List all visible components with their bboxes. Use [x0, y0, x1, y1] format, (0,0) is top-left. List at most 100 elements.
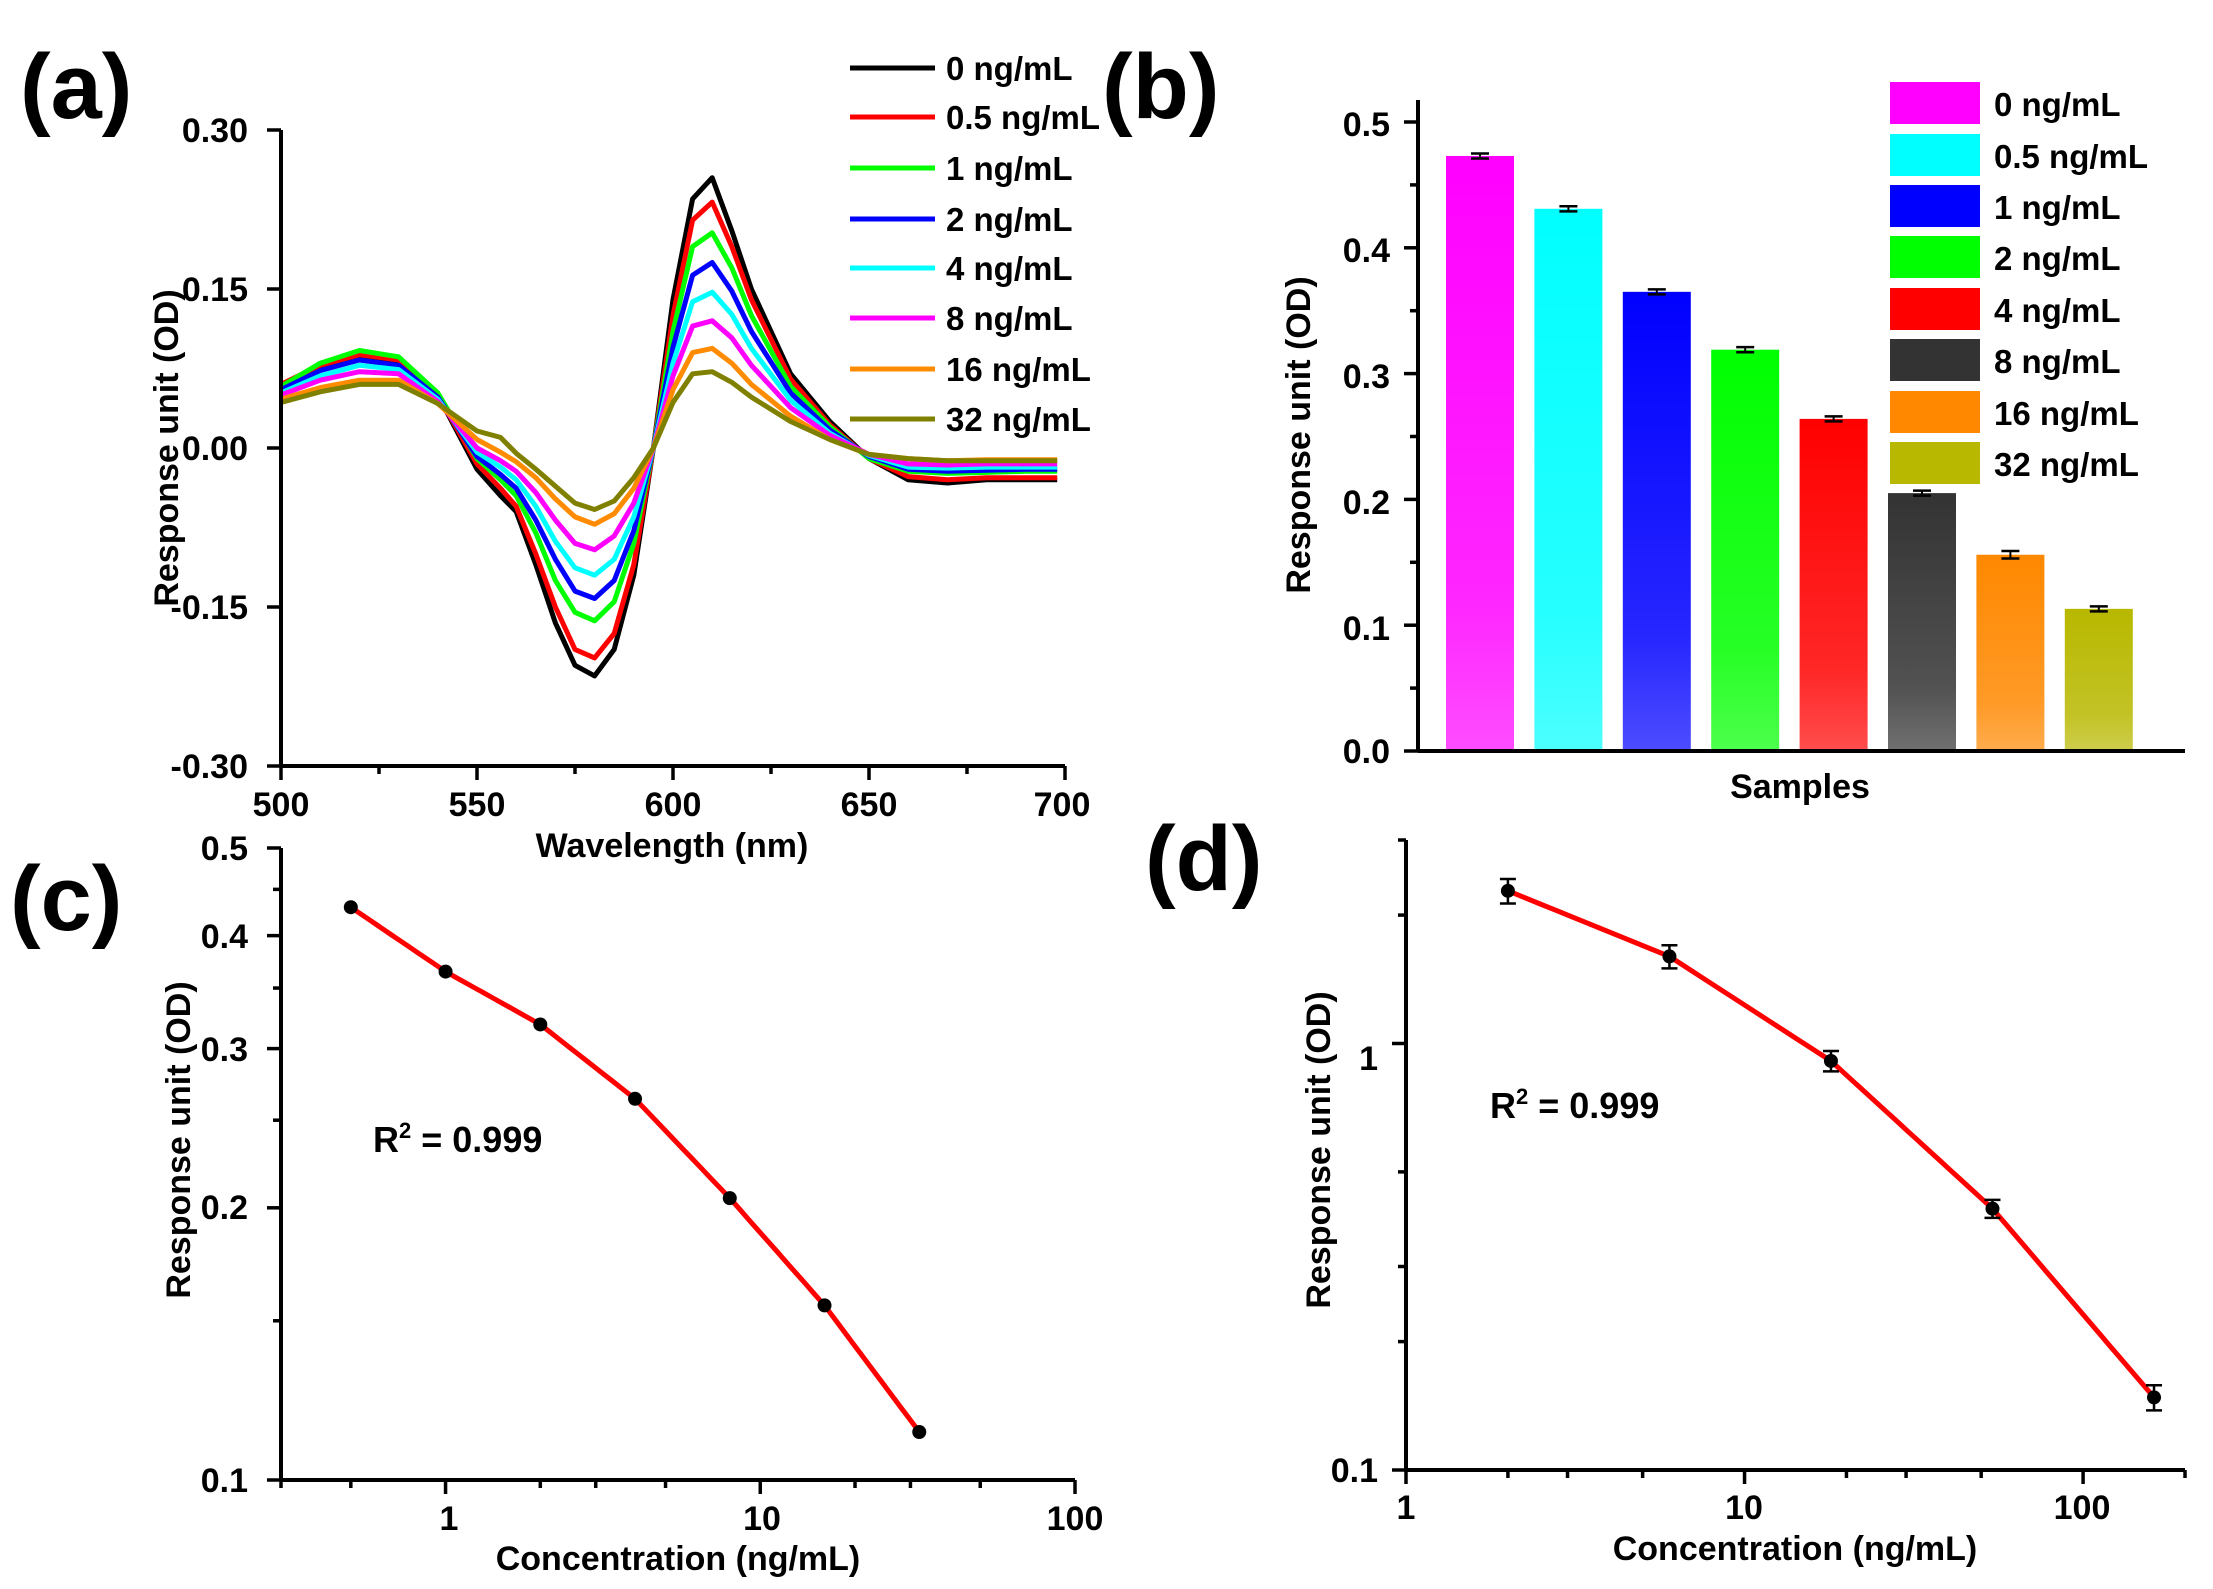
panel-b-legend: 0 ng/mL 0.5 ng/mL 1 ng/mL 2 ng/mL 4 ng/m…: [1890, 82, 2148, 484]
data-point: [343, 900, 358, 915]
r2-base: R: [1490, 1085, 1516, 1126]
fit-curve: [1506, 888, 2156, 1400]
legend-label: 16 ng/mL: [1994, 395, 2139, 432]
legend-label: 2 ng/mL: [946, 201, 1073, 238]
b-ytick-label: 0.1: [1343, 610, 1390, 648]
fit-curve: [349, 905, 922, 1434]
legend-label: 4 ng/mL: [946, 250, 1073, 287]
c-ytick-label: 0.4: [201, 918, 248, 956]
panel-c-points: [343, 900, 927, 1440]
a-xtick-label: 650: [841, 786, 898, 824]
c-ytick-label: 0.5: [201, 830, 248, 868]
c-r-squared-annotation: R2 = 0.999: [373, 1118, 542, 1160]
d-y-axis-title: Response unit (OD): [1300, 991, 1338, 1308]
data-point: [722, 1191, 737, 1206]
legend-swatch: [1890, 288, 1980, 330]
bar: [1446, 155, 1514, 751]
r2-superscript: 2: [399, 1118, 411, 1143]
data-point: [1985, 1201, 2000, 1216]
legend-swatch: [1890, 236, 1980, 278]
panel-label-c: (c): [10, 848, 122, 950]
b-ytick-label: 0.5: [1343, 106, 1390, 144]
legend-label: 2 ng/mL: [1994, 240, 2121, 277]
c-ytick-label: 0.1: [201, 1462, 248, 1500]
a-xtick-label: 600: [645, 786, 702, 824]
c-x-axis-title: Concentration (ng/mL): [496, 1540, 861, 1578]
c-xtick-label: 100: [1047, 1500, 1104, 1538]
a-ytick-label: 0.15: [182, 271, 248, 309]
legend-label: 8 ng/mL: [1994, 343, 2121, 380]
legend-label: 4 ng/mL: [1994, 292, 2121, 329]
d-r-squared-annotation: R2 = 0.999: [1490, 1084, 1659, 1126]
panel-a-lines: [279, 175, 1058, 679]
panel-a-legend: 0 ng/mL 0.5 ng/mL 1 ng/mL 2 ng/mL 4 ng/m…: [850, 50, 1100, 438]
legend-label: 1 ng/mL: [1994, 189, 2121, 226]
d-xtick-label: 10: [1725, 1489, 1763, 1527]
data-point: [2147, 1390, 2162, 1405]
a-xtick-label: 700: [1034, 786, 1091, 824]
b-ytick-label: 0.4: [1343, 232, 1390, 270]
legend-swatch: [1890, 82, 1980, 124]
r2-value: = 0.999: [411, 1119, 542, 1160]
panel-label-a: (a): [20, 36, 132, 138]
b-ytick-label: 0.2: [1343, 484, 1390, 522]
legend-swatch: [1890, 442, 1980, 484]
c-ytick-label: 0.2: [201, 1189, 248, 1227]
a-y-axis-title: Response unit (OD): [148, 289, 186, 606]
a-ytick-label: -0.30: [171, 748, 249, 786]
legend-label: 0.5 ng/mL: [1994, 138, 2148, 175]
data-point: [438, 964, 453, 979]
panel-d-fit: [1506, 888, 2156, 1400]
panel-label-b: (b): [1102, 36, 1219, 138]
data-point: [628, 1091, 643, 1106]
legend-label: 0.5 ng/mL: [946, 99, 1100, 136]
a-x-axis-title: Wavelength (nm): [536, 827, 809, 865]
d-xtick-label: 1: [1397, 1489, 1416, 1527]
c-ytick-label: 0.3: [201, 1031, 248, 1069]
legend-swatch: [1890, 391, 1980, 433]
a-ytick-label: 0.30: [182, 112, 248, 150]
a-ytick-label: -0.15: [171, 589, 249, 627]
panel-a-ticks: [267, 128, 1067, 780]
series-line: [279, 175, 1058, 679]
bar: [2064, 608, 2133, 751]
panel-b: (b) 0.5 0.4 0.3 0.2 0.1 0.0 Samples Resp…: [1102, 36, 2185, 806]
d-xtick-label: 100: [2054, 1489, 2111, 1527]
legend-label: 32 ng/mL: [1994, 446, 2139, 483]
legend-label: 32 ng/mL: [946, 401, 1091, 438]
panel-b-ticks: [1404, 120, 1418, 753]
d-x-axis-title: Concentration (ng/mL): [1613, 1530, 1978, 1568]
series-line: [279, 230, 1058, 624]
legend-label: 0 ng/mL: [1994, 86, 2121, 123]
b-ytick-label: 0.0: [1343, 733, 1390, 771]
r2-value: = 0.999: [1528, 1085, 1659, 1126]
c-xtick-label: 1: [440, 1500, 459, 1538]
bar: [1622, 291, 1691, 751]
data-point: [817, 1298, 832, 1313]
bar: [1799, 418, 1868, 751]
bar: [1711, 349, 1780, 751]
panel-d-ticks: [1392, 838, 2187, 1484]
series-line: [279, 199, 1058, 661]
panel-d: (d) 1 0.1 1 10 100 Concentration (ng/mL)…: [1145, 808, 2187, 1568]
b-y-axis-title: Response unit (OD): [1280, 276, 1318, 593]
b-ytick-label: 0.3: [1343, 358, 1390, 396]
panel-a: (a) 0.30 0.15 0.00 -0.15 -0.30 500 550 6…: [20, 36, 1100, 865]
bar: [1888, 493, 1956, 751]
data-point: [912, 1425, 927, 1440]
legend-swatch: [1890, 185, 1980, 227]
data-point: [533, 1017, 548, 1032]
legend-label: 0 ng/mL: [946, 50, 1073, 87]
panel-label-d: (d): [1145, 808, 1262, 910]
r2-superscript: 2: [1516, 1084, 1528, 1109]
a-xtick-label: 550: [449, 786, 506, 824]
r2-base: R: [373, 1119, 399, 1160]
legend-label: 16 ng/mL: [946, 351, 1091, 388]
d-ytick-label: 1: [1359, 1040, 1378, 1078]
panel-c-ticks: [267, 846, 1077, 1494]
d-ytick-label: 0.1: [1331, 1452, 1378, 1490]
panel-c-fit: [349, 905, 922, 1434]
series-line: [280, 369, 1058, 512]
panel-b-bars: [1446, 152, 2133, 751]
